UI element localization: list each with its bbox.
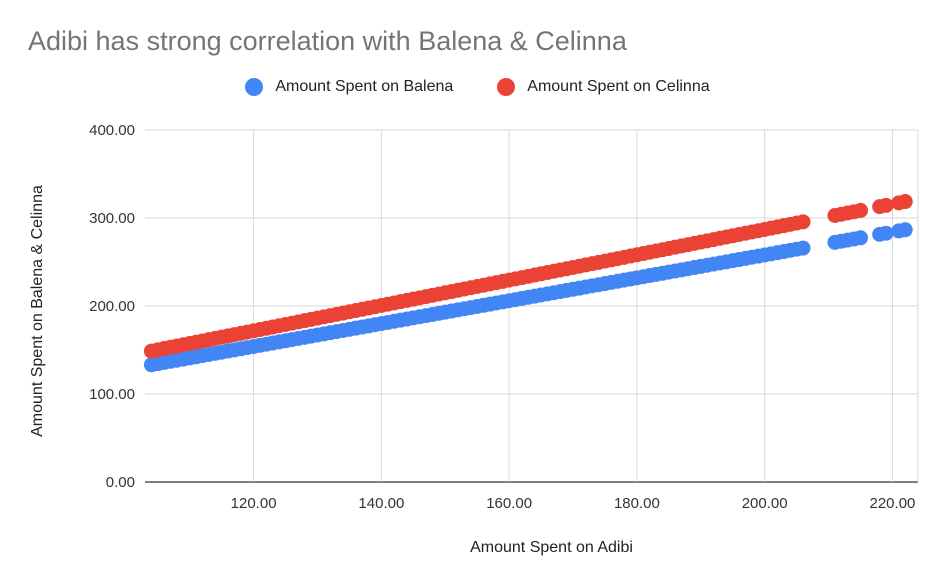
celinna-point[interactable] bbox=[897, 194, 913, 210]
chart-title: Adibi has strong correlation with Balena… bbox=[28, 26, 627, 56]
chart-legend: Amount Spent on Balena Amount Spent on C… bbox=[0, 78, 945, 96]
legend-item-celinna[interactable]: Amount Spent on Celinna bbox=[487, 78, 710, 96]
legend-marker-celinna bbox=[497, 78, 516, 96]
x-tick-label: 200.00 bbox=[742, 495, 788, 512]
x-tick-label: 140.00 bbox=[358, 495, 404, 512]
x-tick-label: 120.00 bbox=[231, 495, 277, 512]
y-tick-labels: 0.00 100.00 200.00 300.00 400.00 bbox=[89, 122, 135, 491]
balena-point[interactable] bbox=[853, 230, 869, 246]
y-tick-label: 200.00 bbox=[89, 298, 135, 315]
y-tick-label: 0.00 bbox=[106, 474, 135, 491]
celinna-point[interactable] bbox=[878, 197, 894, 213]
legend-label-celinna: Amount Spent on Celinna bbox=[527, 78, 710, 95]
y-tick-label: 300.00 bbox=[89, 210, 135, 227]
legend-marker-balena bbox=[245, 78, 264, 96]
x-axis-label: Amount Spent on Adibi bbox=[470, 539, 633, 556]
grid-lines bbox=[145, 129, 919, 483]
y-axis-label: Amount Spent on Balena & Celinna bbox=[29, 185, 46, 437]
celinna-point[interactable] bbox=[853, 202, 869, 218]
y-tick-label: 100.00 bbox=[89, 386, 135, 403]
celinna-point[interactable] bbox=[795, 214, 811, 230]
legend-label-balena: Amount Spent on Balena bbox=[275, 78, 454, 95]
data-points bbox=[143, 194, 913, 373]
balena-point[interactable] bbox=[795, 240, 811, 256]
balena-point[interactable] bbox=[878, 225, 894, 241]
x-tick-label: 180.00 bbox=[614, 495, 660, 512]
balena-point[interactable] bbox=[897, 222, 913, 238]
x-tick-labels: 120.00 140.00 160.00 180.00 200.00 220.00 bbox=[231, 495, 916, 512]
x-tick-label: 160.00 bbox=[486, 495, 532, 512]
x-tick-label: 220.00 bbox=[870, 495, 916, 512]
y-tick-label: 400.00 bbox=[89, 122, 135, 139]
legend-item-balena[interactable]: Amount Spent on Balena bbox=[235, 78, 453, 96]
